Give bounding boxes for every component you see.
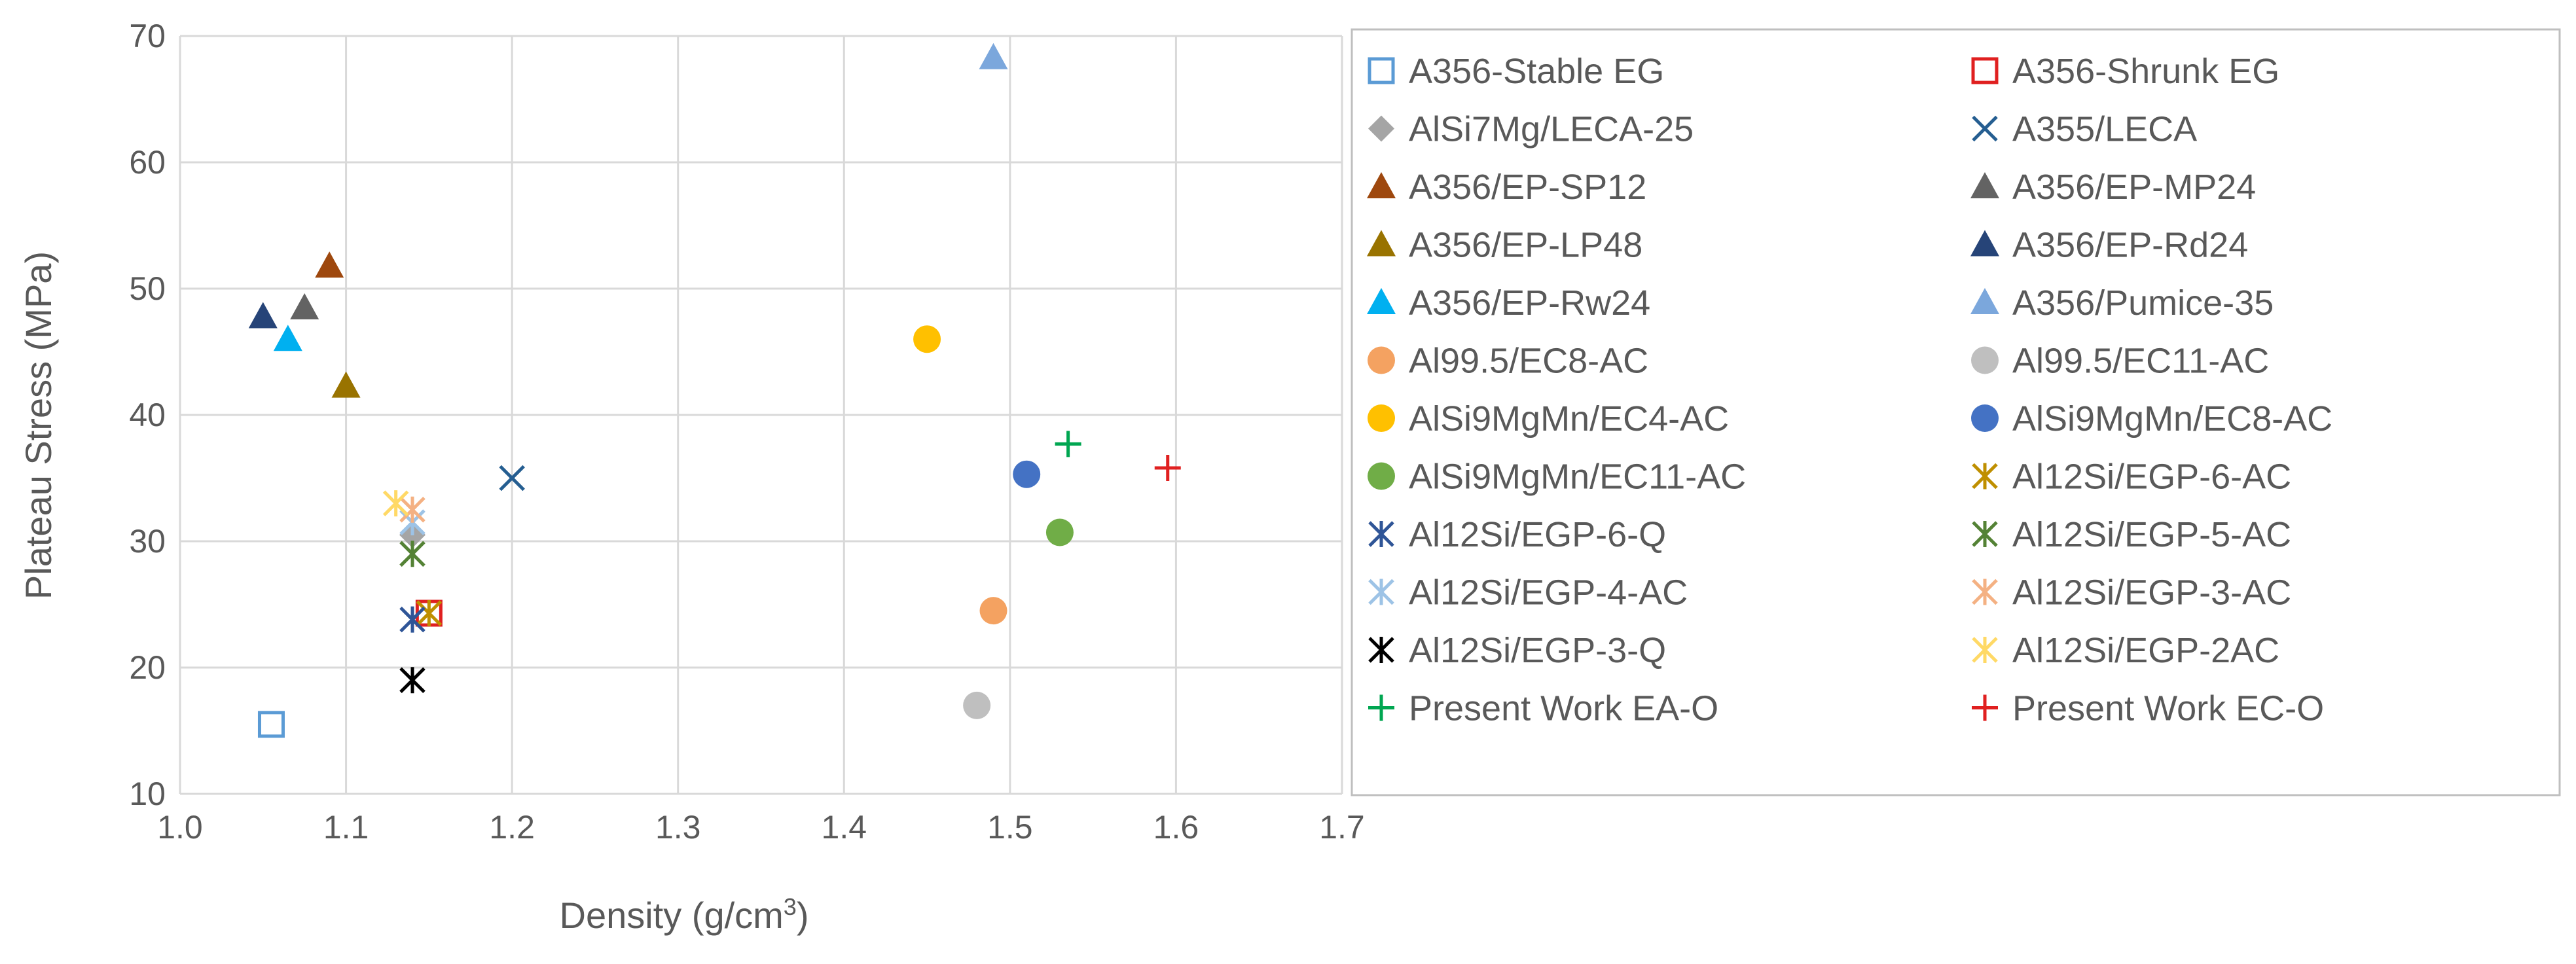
data-point bbox=[499, 465, 525, 491]
y-tick-label: 70 bbox=[129, 18, 166, 54]
legend-label: AlSi9MgMn/EC11-AC bbox=[1409, 457, 1746, 497]
legend-marker bbox=[1368, 637, 1394, 663]
legend-marker bbox=[1368, 115, 1394, 142]
legend-marker bbox=[1971, 57, 1999, 84]
legend-label: A356/EP-Rw24 bbox=[1409, 283, 1650, 323]
legend-label: A356/EP-MP24 bbox=[2012, 168, 2256, 207]
legend-label: Al12Si/EGP-4-AC bbox=[1409, 573, 1688, 613]
y-tick-label: 10 bbox=[129, 776, 166, 812]
data-point bbox=[399, 606, 426, 633]
legend-label: Al12Si/EGP-5-AC bbox=[2012, 515, 2291, 554]
y-axis-title: Plateau Stress (MPa) bbox=[18, 251, 59, 599]
x-tick-label: 1.1 bbox=[323, 809, 369, 846]
x-tick-label: 1.7 bbox=[1319, 809, 1365, 846]
y-tick-label: 60 bbox=[129, 144, 166, 181]
data-point bbox=[399, 541, 426, 567]
legend-marker bbox=[1368, 404, 1395, 432]
x-axis-title-main: Density (g/cm bbox=[560, 895, 784, 936]
legend-marker bbox=[1368, 346, 1395, 374]
legend-label: A356/EP-LP48 bbox=[1409, 226, 1642, 265]
legend-label: Al99.5/EC11-AC bbox=[2012, 342, 2269, 381]
legend-label: Al12Si/EGP-3-Q bbox=[1409, 631, 1666, 670]
x-tick-label: 1.3 bbox=[655, 809, 701, 846]
x-tick-label: 1.6 bbox=[1153, 809, 1199, 846]
x-tick-label: 1.0 bbox=[157, 809, 203, 846]
legend-marker bbox=[1368, 462, 1395, 490]
y-tick-label: 30 bbox=[129, 523, 166, 560]
x-tick-labels: 1.0 1.1 1.2 1.3 1.4 1.5 1.6 1.7 bbox=[157, 809, 1365, 846]
y-tick-label: 40 bbox=[129, 397, 166, 433]
data-point bbox=[1154, 455, 1181, 482]
legend-label: A356-Stable EG bbox=[1409, 52, 1664, 91]
legend-label: Al12Si/EGP-6-AC bbox=[2012, 457, 2291, 497]
data-point bbox=[979, 597, 1007, 625]
data-point bbox=[399, 496, 426, 523]
data-point bbox=[257, 711, 285, 738]
legend-marker bbox=[1367, 172, 1396, 198]
legend-label: Al12Si/EGP-3-AC bbox=[2012, 573, 2291, 613]
legend-label: A356/EP-Rd24 bbox=[2012, 226, 2248, 265]
legend-label: A356/Pumice-35 bbox=[2012, 283, 2274, 323]
data-points bbox=[248, 43, 1181, 738]
legend-label: AlSi9MgMn/EC8-AC bbox=[2012, 399, 2332, 438]
grid bbox=[179, 35, 1343, 795]
data-point bbox=[331, 371, 361, 398]
legend-marker bbox=[1970, 230, 1999, 257]
legend-box bbox=[1351, 28, 2561, 796]
data-point bbox=[1013, 460, 1041, 488]
legend-marker bbox=[1972, 521, 1998, 547]
data-point bbox=[416, 600, 443, 627]
data-point bbox=[382, 490, 409, 517]
data-point bbox=[290, 293, 319, 319]
data-point bbox=[963, 691, 991, 719]
x-tick-label: 1.2 bbox=[489, 809, 535, 846]
legend-marker bbox=[1970, 288, 1999, 314]
data-point bbox=[399, 667, 426, 694]
legend-marker bbox=[1970, 172, 1999, 198]
x-axis-title-end: ) bbox=[797, 895, 809, 936]
legend-marker bbox=[1367, 288, 1396, 314]
legend-label: Al12Si/EGP-2AC bbox=[2012, 631, 2279, 670]
legend-label: Al12Si/EGP-6-Q bbox=[1409, 515, 1666, 554]
y-tick-labels: 10 20 30 40 50 60 70 bbox=[129, 18, 166, 812]
data-point bbox=[273, 325, 302, 351]
legend-label: Present Work EA-O bbox=[1409, 689, 1718, 728]
legend-marker bbox=[1971, 404, 1999, 432]
legend-label: A356-Shrunk EG bbox=[2012, 52, 2279, 91]
legend-label: AlSi7Mg/LECA-25 bbox=[1409, 110, 1694, 149]
legend-marker bbox=[1972, 694, 1998, 721]
data-point bbox=[979, 43, 1008, 69]
legend-label: A355/LECA bbox=[2012, 110, 2197, 149]
x-axis-title: Density (g/cm3) bbox=[560, 893, 809, 936]
legend-marker bbox=[1972, 463, 1998, 490]
legend-marker bbox=[1972, 579, 1998, 605]
legend-label: Present Work EC-O bbox=[2012, 689, 2324, 728]
legend-marker bbox=[1367, 230, 1396, 257]
x-tick-label: 1.5 bbox=[987, 809, 1033, 846]
data-point bbox=[248, 302, 278, 329]
legend-marker bbox=[1368, 521, 1394, 547]
legend-label: A356/EP-SP12 bbox=[1409, 168, 1646, 207]
x-axis-title-sup: 3 bbox=[784, 893, 797, 920]
legend-marker bbox=[1368, 57, 1395, 84]
data-point bbox=[315, 251, 344, 278]
data-point bbox=[913, 325, 941, 353]
y-tick-label: 50 bbox=[129, 270, 166, 307]
legend-marker bbox=[1972, 637, 1998, 663]
legend-label: Al99.5/EC8-AC bbox=[1409, 342, 1648, 381]
legend-label: AlSi9MgMn/EC4-AC bbox=[1409, 399, 1729, 438]
legend-marker bbox=[1972, 115, 1998, 142]
legend-marker bbox=[1368, 694, 1394, 721]
y-tick-label: 20 bbox=[129, 649, 166, 686]
legend-marker bbox=[1368, 579, 1394, 605]
legend-marker bbox=[1971, 346, 1999, 374]
data-point bbox=[1055, 431, 1081, 457]
data-point bbox=[1045, 518, 1074, 546]
x-tick-label: 1.4 bbox=[822, 809, 867, 846]
legend: A356-Stable EG A356-Shrunk EG AlSi7Mg/LECA… bbox=[1367, 52, 2332, 728]
